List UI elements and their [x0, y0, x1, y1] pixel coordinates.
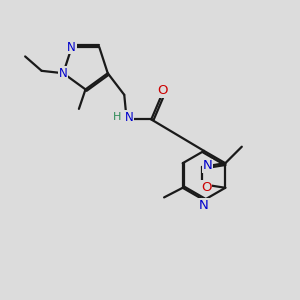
Text: N: N	[59, 67, 68, 80]
Text: N: N	[125, 110, 134, 124]
Text: O: O	[201, 181, 212, 194]
Text: N: N	[202, 159, 212, 172]
Text: O: O	[157, 84, 168, 98]
Text: N: N	[68, 40, 76, 54]
Text: H: H	[113, 112, 121, 122]
Text: N: N	[199, 199, 209, 212]
